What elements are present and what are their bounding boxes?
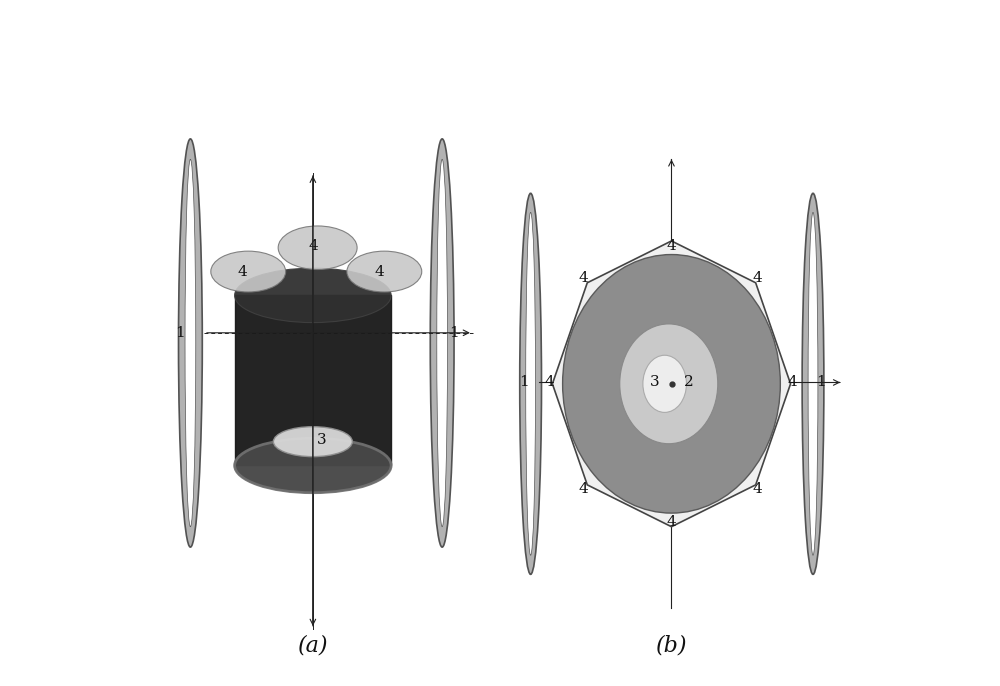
Text: 4: 4 xyxy=(667,239,676,252)
Ellipse shape xyxy=(178,139,202,547)
Text: 4: 4 xyxy=(752,271,762,285)
Ellipse shape xyxy=(802,193,824,574)
Ellipse shape xyxy=(643,355,686,412)
Ellipse shape xyxy=(430,139,454,547)
Text: 4: 4 xyxy=(578,482,588,495)
Text: 1: 1 xyxy=(175,326,185,340)
Ellipse shape xyxy=(273,427,352,457)
Text: 3: 3 xyxy=(317,433,327,447)
Text: 4: 4 xyxy=(752,482,762,495)
Text: 1: 1 xyxy=(816,375,826,390)
Text: 4: 4 xyxy=(238,265,248,279)
Ellipse shape xyxy=(185,159,196,527)
Ellipse shape xyxy=(526,213,536,555)
Text: 4: 4 xyxy=(308,239,318,253)
Ellipse shape xyxy=(211,251,286,292)
Text: 4: 4 xyxy=(788,375,797,390)
Text: 3: 3 xyxy=(650,375,660,390)
Ellipse shape xyxy=(347,251,422,292)
Text: (b): (b) xyxy=(656,635,687,657)
Text: 1: 1 xyxy=(449,326,459,340)
Polygon shape xyxy=(552,241,791,527)
Ellipse shape xyxy=(235,438,391,493)
Text: 4: 4 xyxy=(667,515,676,529)
Ellipse shape xyxy=(620,324,718,444)
Ellipse shape xyxy=(278,226,357,270)
Text: 4: 4 xyxy=(578,271,588,285)
Polygon shape xyxy=(235,296,391,466)
Ellipse shape xyxy=(563,255,780,513)
Ellipse shape xyxy=(808,213,818,555)
Text: 2: 2 xyxy=(684,375,694,390)
Ellipse shape xyxy=(437,159,448,527)
Text: 4: 4 xyxy=(544,375,554,390)
Ellipse shape xyxy=(520,193,542,574)
Text: (a): (a) xyxy=(298,635,328,657)
Text: 1: 1 xyxy=(519,375,529,390)
Text: 4: 4 xyxy=(375,265,384,279)
Ellipse shape xyxy=(235,268,391,322)
